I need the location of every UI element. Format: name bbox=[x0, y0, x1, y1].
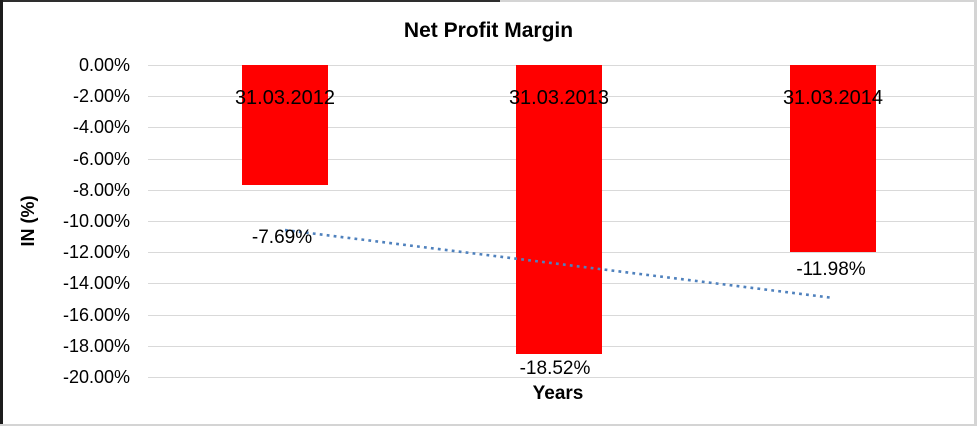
y-tick-label: -8.00% bbox=[72, 180, 130, 200]
data-label: -18.52% bbox=[519, 358, 591, 379]
data-label: -7.69% bbox=[251, 227, 313, 248]
bar[interactable] bbox=[242, 65, 328, 185]
trendline-path bbox=[284, 228, 834, 300]
bar[interactable] bbox=[790, 65, 876, 252]
y-tick-label: 0.00% bbox=[78, 55, 130, 75]
border-left bbox=[0, 0, 3, 426]
border-top-light bbox=[500, 0, 977, 2]
category-label: 31.03.2012 bbox=[234, 87, 336, 109]
border-right bbox=[974, 0, 977, 426]
data-label: -11.98% bbox=[796, 259, 866, 280]
y-tick-label: -16.00% bbox=[62, 305, 130, 325]
border-top-dark bbox=[0, 0, 500, 2]
chart-title: Net Profit Margin bbox=[403, 19, 574, 42]
y-tick-label: -2.00% bbox=[72, 86, 130, 106]
border-bottom bbox=[0, 424, 977, 426]
y-tick-label: -10.00% bbox=[62, 211, 130, 231]
y-tick-label: -18.00% bbox=[62, 336, 130, 356]
y-tick-label: -4.00% bbox=[72, 117, 130, 137]
y-tick-label: -20.00% bbox=[62, 367, 130, 387]
gridline bbox=[148, 377, 975, 378]
x-axis-title: Years bbox=[532, 383, 584, 404]
y-tick-label: -14.00% bbox=[62, 273, 130, 293]
category-label: 31.03.2013 bbox=[508, 87, 610, 109]
category-label: 31.03.2014 bbox=[782, 87, 884, 109]
bar[interactable] bbox=[516, 65, 602, 354]
y-tick-label: -6.00% bbox=[72, 149, 130, 169]
y-tick-label: -12.00% bbox=[62, 242, 130, 262]
